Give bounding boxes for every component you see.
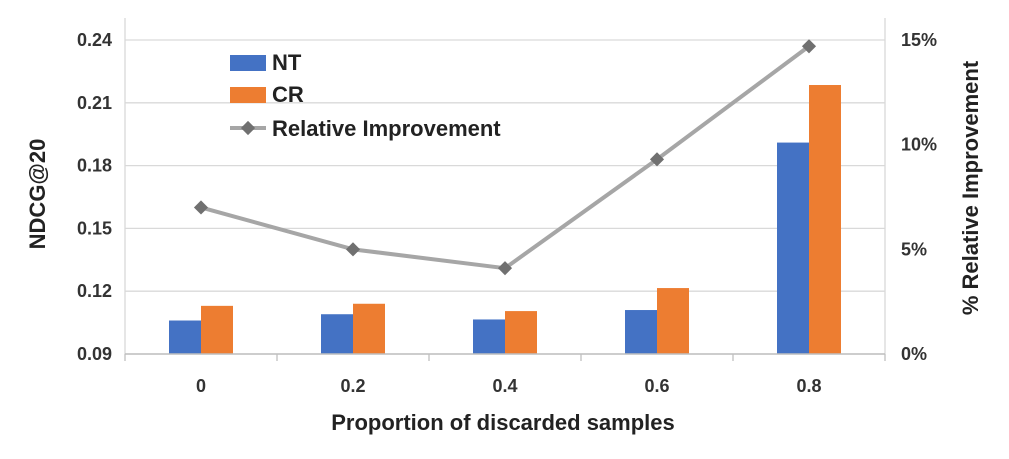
bar-nt — [625, 310, 657, 354]
y-tick-label: 0.24 — [77, 30, 112, 50]
legend-label-improvement: Relative Improvement — [272, 116, 501, 141]
y2-axis-title: % Relative Improvement — [958, 60, 983, 315]
bar-nt — [473, 319, 505, 354]
bar-nt — [169, 320, 201, 354]
bar-cr — [505, 311, 537, 354]
y-tick-label: 0.21 — [77, 93, 112, 113]
y2-tick-label: 15% — [901, 30, 937, 50]
improvement-line — [193, 39, 817, 276]
axes: 0.09 0.12 0.15 0.18 0.21 0.24 0% 5% 10% 15% 0 0.2 0.… — [77, 18, 937, 396]
y-tick-label: 0.12 — [77, 281, 112, 301]
x-tick-label: 0 — [196, 376, 206, 396]
bar-cr — [353, 303, 385, 354]
improvement-point — [801, 39, 817, 54]
legend-label-cr: CR — [272, 82, 304, 107]
bar-cr — [657, 288, 689, 354]
improvement-point — [649, 152, 665, 167]
improvement-point — [193, 200, 209, 215]
y2-tick-label: 5% — [901, 239, 927, 259]
x-tick-label: 0.4 — [492, 376, 517, 396]
improvement-point — [345, 242, 361, 257]
y-axis-title: NDCG@20 — [25, 139, 50, 250]
legend-label-nt: NT — [272, 50, 302, 75]
y2-tick-label: 0% — [901, 344, 927, 364]
bars — [169, 85, 841, 355]
legend-swatch-nt — [230, 55, 266, 71]
bar-cr — [809, 85, 841, 355]
y-tick-label: 0.18 — [77, 156, 112, 176]
x-tick-label: 0.8 — [796, 376, 821, 396]
legend-swatch-marker — [240, 120, 256, 136]
improvement-point — [497, 261, 513, 276]
improvement-line-path — [200, 44, 811, 271]
y-tick-label: 0.15 — [77, 218, 112, 238]
legend: NT CR Relative Improvement — [230, 50, 501, 141]
bar-nt — [321, 314, 353, 354]
x-tick-label: 0.6 — [644, 376, 669, 396]
bar-nt — [777, 142, 809, 354]
bar-cr — [201, 305, 233, 354]
x-axis-title: Proportion of discarded samples — [331, 410, 675, 435]
legend-swatch-cr — [230, 87, 266, 103]
y-tick-label: 0.09 — [77, 344, 112, 364]
y2-tick-label: 10% — [901, 135, 937, 155]
x-tick-label: 0.2 — [340, 376, 365, 396]
